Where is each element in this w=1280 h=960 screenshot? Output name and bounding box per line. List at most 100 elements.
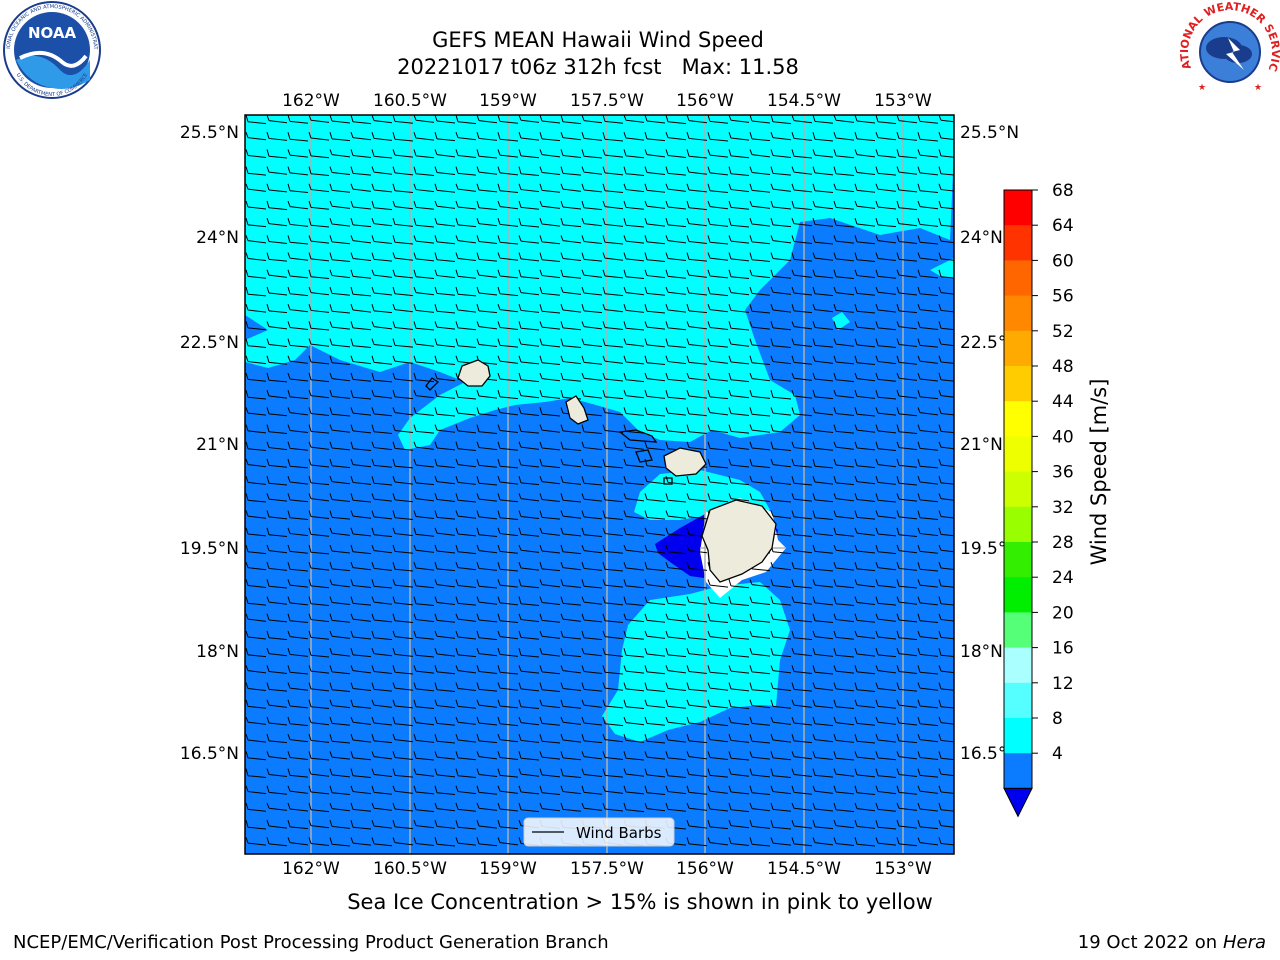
wind-barb (833, 390, 855, 399)
wind-barb (812, 458, 834, 469)
wind-barb (539, 699, 561, 709)
wind-barb (476, 441, 498, 451)
wind-barb (518, 768, 540, 777)
wind-barb (455, 751, 477, 761)
wind-barb (644, 407, 666, 417)
wind-barb (497, 699, 519, 709)
wind-barb (665, 149, 687, 158)
wind-barb (854, 321, 876, 330)
wind-barb (686, 132, 708, 141)
wind-barb (938, 321, 954, 331)
wind-barb (623, 630, 645, 640)
wind-barb (350, 751, 372, 761)
wind-barb (791, 527, 813, 538)
wind-barb (518, 424, 540, 434)
wind-barb (686, 304, 708, 314)
wind-barb (266, 820, 288, 829)
sea-ice-note: Sea Ice Concentration > 15% is shown in … (347, 890, 933, 914)
wind-barb (665, 665, 687, 674)
wind-barb (644, 183, 666, 193)
wind-barb (371, 458, 393, 468)
colorbar-segment (1004, 542, 1032, 578)
wind-barb (833, 751, 855, 761)
wind-barb (623, 785, 645, 795)
wind-barb (749, 837, 771, 847)
wind-barb (434, 115, 456, 124)
wind-barb (644, 132, 666, 142)
wind-barb (707, 751, 729, 760)
lon-tick-label: 156°W (676, 859, 734, 879)
wind-barb (728, 768, 750, 777)
band-8-12-south (602, 582, 790, 742)
wind-barb (644, 235, 666, 245)
wind-barb (812, 200, 834, 210)
wind-barb (287, 115, 309, 124)
wind-barb (245, 286, 267, 297)
wind-barb (812, 166, 834, 176)
wind-barb (770, 476, 792, 485)
wind-barb (413, 321, 435, 331)
wind-barb (329, 716, 351, 726)
wind-barb (350, 355, 372, 365)
wind-barb (686, 269, 708, 278)
wind-barb (602, 648, 624, 657)
wind-barb (455, 562, 477, 571)
wind-barb (518, 390, 540, 399)
wind-barb (728, 183, 750, 193)
wind-barb (665, 768, 687, 778)
wind-barb (497, 716, 519, 727)
wind-barb (644, 734, 666, 744)
wind-barb (266, 768, 288, 778)
wind-barb (896, 458, 918, 468)
wind-barb (350, 286, 372, 297)
wind-barb (392, 648, 414, 657)
wind-barb (686, 579, 708, 589)
wind-barb (854, 562, 876, 572)
wind-barb (560, 493, 582, 503)
wind-barb (854, 235, 876, 245)
island-niihau (425, 377, 440, 391)
wind-barb (770, 630, 792, 640)
wind-barb (581, 286, 603, 296)
wind-barb (833, 785, 855, 795)
lon-tick-label: 154.5°W (767, 91, 841, 111)
wind-barb (875, 149, 897, 158)
colorbar-tick-label: 8 (1052, 709, 1063, 729)
wind-barb (455, 407, 477, 416)
wind-barb (245, 648, 267, 658)
wind-barb (476, 218, 498, 227)
wind-barb (329, 321, 351, 330)
wind-barb (644, 716, 666, 726)
calm-le4-region (655, 514, 712, 578)
lon-tick-label: 154.5°W (767, 859, 841, 879)
wind-barb (917, 613, 939, 624)
colorbar-segment (1004, 401, 1032, 437)
wind-barb (770, 200, 792, 210)
lon-tick-label: 157.5°W (570, 859, 644, 879)
wind-barb (497, 269, 519, 279)
wind-barb (938, 734, 954, 743)
wind-barb (434, 390, 456, 399)
wind-barb (560, 476, 582, 485)
noaa-logo-text: NOAA (28, 24, 77, 42)
wind-barb (581, 596, 603, 605)
wind-barb (707, 734, 729, 743)
wind-barb (413, 665, 435, 674)
wind-barb (791, 441, 813, 451)
wind-barb (476, 166, 498, 175)
wind-barb (791, 355, 813, 365)
wind-barb (917, 355, 939, 364)
wind-barb (875, 407, 897, 416)
wind-barb (854, 734, 876, 744)
wind-barb (917, 837, 939, 846)
wind-barb (896, 200, 918, 211)
wind-barb (287, 665, 309, 675)
wind-barb (854, 355, 876, 366)
wind-barb (350, 665, 372, 674)
wind-barb (623, 734, 645, 743)
wind-barb (854, 544, 876, 554)
wind-barb (539, 510, 561, 520)
wind-barb (644, 682, 666, 692)
wind-barb (539, 441, 561, 451)
wind-barb (539, 286, 561, 296)
